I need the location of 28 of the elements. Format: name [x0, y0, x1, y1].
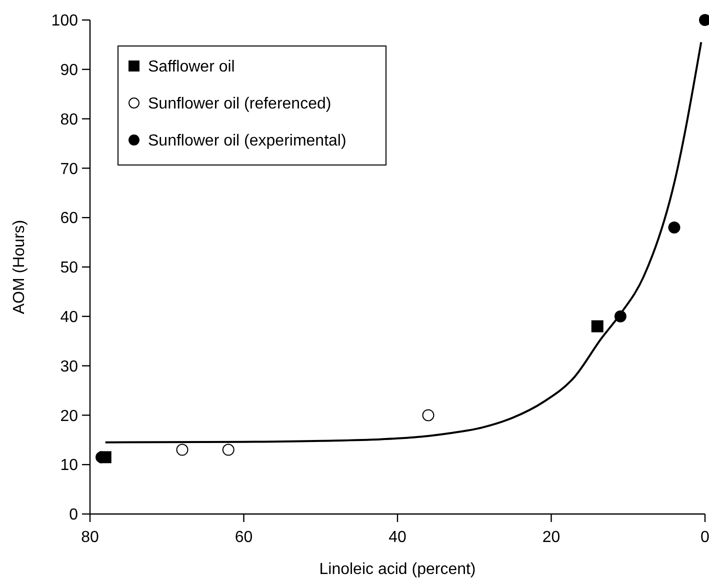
y-tick-label: 20 [60, 408, 78, 425]
legend-label: Sunflower oil (referenced) [148, 96, 332, 113]
x-axis-title: Linoleic acid (percent) [319, 561, 476, 578]
y-axis-title: AOM (Hours) [11, 220, 28, 314]
x-tick-label: 80 [81, 529, 99, 546]
y-tick-label: 10 [60, 457, 78, 474]
point [591, 320, 604, 332]
point [614, 310, 626, 322]
legend-label: Safflower oil [148, 58, 235, 76]
x-tick-label: 20 [542, 529, 560, 546]
y-tick-label: 50 [60, 260, 78, 277]
y-tick-label: 30 [60, 358, 78, 376]
y-tick-label: 40 [60, 309, 78, 326]
legend-label: Sunflower oil (experimental) [148, 132, 346, 150]
y-tick-label: 90 [60, 62, 78, 79]
y-tick-label: 60 [60, 210, 78, 228]
point [422, 409, 434, 422]
x-tick-label: 0 [700, 529, 709, 546]
y-tick-label: 80 [60, 111, 78, 128]
point [222, 444, 234, 456]
point [176, 444, 188, 456]
point [668, 221, 680, 234]
x-tick-label: 40 [388, 529, 406, 546]
y-tick-label: 100 [51, 12, 78, 30]
point [99, 451, 112, 464]
y-tick-label: 0 [69, 506, 78, 524]
y-tick-label: 70 [60, 160, 78, 178]
x-tick-label: 60 [234, 529, 253, 546]
